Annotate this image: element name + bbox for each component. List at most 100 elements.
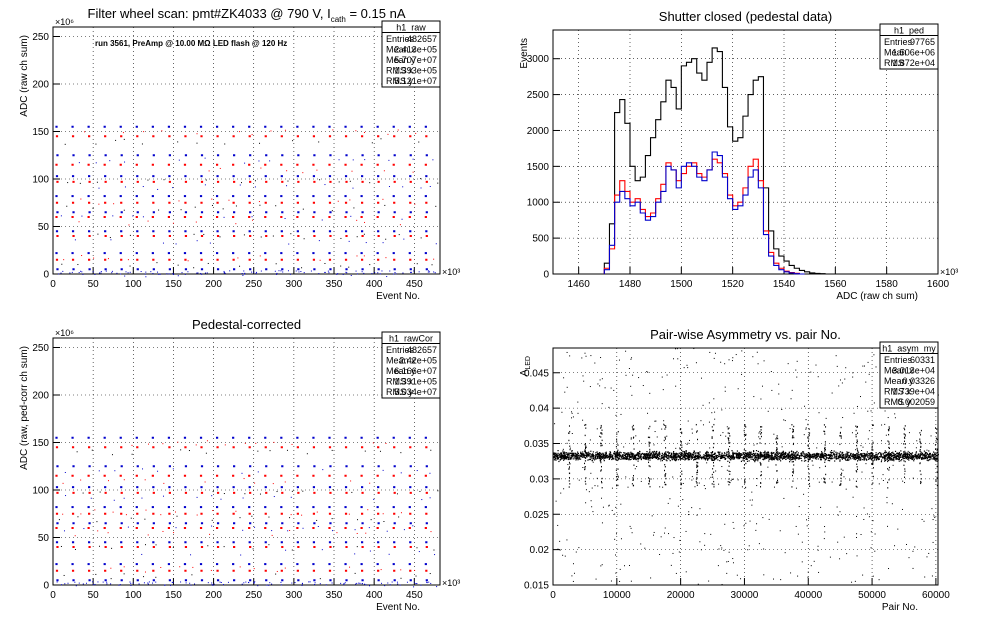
plot-frame (552, 29, 939, 275)
data-point (874, 458, 876, 460)
data-point (872, 463, 874, 466)
data-point (414, 203, 416, 205)
data-point (877, 457, 879, 459)
data-point (841, 382, 843, 384)
data-point (55, 163, 58, 166)
data-point (640, 453, 642, 455)
data-point (908, 459, 910, 461)
data-point (832, 451, 834, 454)
data-point (888, 429, 890, 432)
y-tick-label: 2500 (527, 90, 550, 101)
data-point (856, 444, 858, 447)
data-point (409, 541, 412, 544)
data-point (834, 454, 836, 456)
data-point (612, 455, 614, 457)
data-point (111, 272, 113, 274)
data-point (399, 224, 401, 226)
data-point (839, 460, 841, 462)
data-point (586, 454, 588, 456)
data-point (863, 518, 865, 520)
data-point (760, 456, 762, 458)
data-point (748, 545, 750, 547)
data-point (757, 453, 759, 455)
data-point (591, 487, 593, 489)
data-point (747, 454, 749, 456)
data-point (563, 456, 565, 458)
data-point (344, 175, 348, 178)
x-tick-label: 450 (406, 279, 423, 290)
data-point (923, 455, 926, 457)
data-point (663, 439, 665, 442)
data-point (172, 222, 174, 224)
data-point (296, 163, 299, 166)
data-point (759, 430, 761, 433)
data-point (123, 566, 125, 568)
data-point (582, 467, 584, 469)
data-point (768, 455, 770, 457)
data-point (789, 455, 791, 457)
data-point (360, 163, 363, 166)
data-point (587, 459, 589, 461)
data-point (408, 506, 411, 509)
data-point (376, 252, 379, 255)
data-point (736, 456, 738, 459)
data-point (104, 465, 107, 468)
data-point (626, 453, 629, 455)
data-point (801, 561, 803, 563)
data-point (216, 258, 219, 261)
data-point (777, 479, 779, 482)
data-point (731, 450, 733, 452)
data-point (613, 458, 615, 460)
data-point (926, 456, 928, 459)
data-point (663, 452, 666, 455)
data-point (265, 154, 268, 157)
data-point (99, 272, 101, 274)
data-point (428, 581, 430, 583)
data-point (683, 451, 685, 454)
data-point (104, 258, 107, 261)
data-point (644, 456, 647, 459)
data-point (887, 452, 889, 454)
data-point (664, 455, 666, 458)
data-point (168, 465, 171, 468)
data-point (192, 566, 194, 568)
y-tick-label: 250 (32, 343, 49, 354)
data-point (650, 577, 652, 579)
data-point (668, 458, 670, 460)
data-point (152, 230, 155, 233)
data-point (884, 450, 886, 452)
data-point (589, 386, 591, 388)
data-point (702, 456, 704, 458)
data-point (888, 429, 890, 431)
data-point (331, 449, 333, 451)
data-point (280, 486, 283, 489)
data-point (147, 179, 149, 181)
data-point (331, 210, 333, 212)
data-point (793, 454, 796, 456)
data-point (732, 451, 734, 453)
data-point (695, 457, 697, 460)
data-point (219, 581, 221, 583)
data-point (691, 455, 693, 457)
data-point (88, 180, 91, 183)
data-point (753, 450, 755, 453)
data-point (88, 268, 91, 271)
data-point (566, 456, 568, 458)
data-point (920, 480, 922, 483)
data-point (343, 583, 345, 585)
data-point (797, 456, 799, 459)
data-point (846, 453, 848, 455)
data-point (727, 448, 729, 450)
data-point (183, 195, 187, 198)
data-point (420, 187, 422, 189)
data-point (582, 453, 585, 455)
data-point (688, 458, 690, 461)
data-point (425, 491, 428, 494)
data-point (670, 564, 672, 566)
data-point (922, 455, 924, 457)
data-point (210, 569, 212, 571)
data-point (651, 457, 654, 459)
data-point (727, 450, 729, 453)
data-point (584, 462, 586, 465)
data-point (270, 130, 272, 132)
